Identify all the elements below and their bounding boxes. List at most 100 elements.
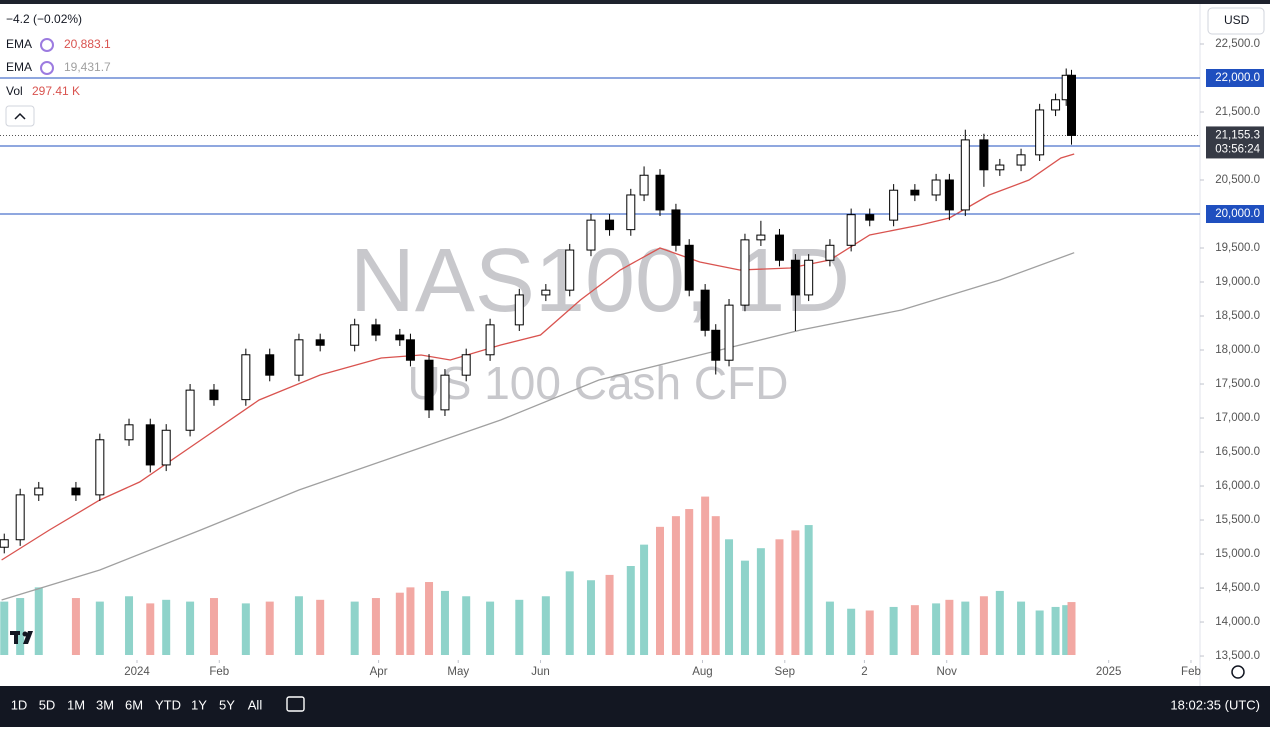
y-tick-label: 16,500.0 (1215, 446, 1260, 458)
volume-bar (462, 596, 471, 655)
price-line-label: 20,000.0 (1215, 208, 1260, 220)
candle-body (440, 374, 450, 411)
candle-body (1067, 74, 1077, 136)
legend-ema-1-value: 20,883.1 (64, 37, 111, 51)
candle-body (774, 234, 784, 261)
legend-icon[interactable] (40, 38, 54, 52)
candle-body (34, 487, 44, 496)
range-button[interactable]: 3M (96, 697, 114, 712)
volume-bar (371, 598, 380, 655)
y-tick-label: 14,500.0 (1215, 582, 1260, 594)
volume-bar (241, 603, 250, 655)
volume-bar (847, 608, 856, 655)
volume-bar (1067, 602, 1076, 655)
ema-line (1, 153, 1075, 561)
candle-body (0, 539, 9, 548)
currency-button[interactable] (1207, 7, 1265, 35)
y-tick-label: 22,500.0 (1215, 38, 1260, 50)
volume-bar (910, 605, 919, 655)
range-button[interactable]: 1Y (191, 697, 207, 712)
y-tick-label: 19,000.0 (1215, 276, 1260, 288)
range-button[interactable]: All (248, 697, 263, 712)
last-price-box (1206, 126, 1264, 159)
range-button[interactable]: 5D (39, 697, 56, 712)
volume-bar (979, 596, 988, 655)
candle-body (910, 189, 920, 196)
x-tick-label: 2 (861, 666, 867, 678)
candle-body (655, 174, 665, 211)
candle-body (541, 289, 551, 296)
volume-bar (825, 601, 834, 655)
volume-bar (265, 601, 274, 655)
collapse-icon (14, 112, 26, 120)
volume-bar (294, 596, 303, 655)
candle-body (241, 354, 251, 401)
candle-body (461, 354, 471, 376)
volume-bar (945, 599, 954, 655)
volume-bar (932, 603, 941, 655)
x-tick-label: Apr (370, 666, 388, 678)
volume-bar (146, 603, 155, 655)
volume-bar (162, 599, 171, 655)
candle-body (846, 214, 856, 246)
x-tick-label: 2025 (1096, 666, 1122, 678)
candle-body (865, 214, 875, 221)
watermark-subtitle: US 100 Cash CFD (408, 357, 789, 409)
range-button[interactable]: YTD (155, 697, 181, 712)
logo-part (14, 631, 18, 644)
x-tick-label: Jun (531, 666, 550, 678)
range-button[interactable]: 1M (67, 697, 85, 712)
volume-bar (605, 574, 614, 655)
candle-body (724, 304, 734, 361)
volume-bar (440, 590, 449, 655)
candle-body (350, 324, 360, 346)
legend-ema-2-name: EMA (6, 60, 32, 74)
volume-layer (0, 496, 1076, 655)
price-line-box (1206, 205, 1264, 224)
range-button[interactable]: 6M (125, 697, 143, 712)
volume-bar (671, 516, 680, 655)
legend-ema-1-name: EMA (6, 37, 32, 51)
candle-body (294, 339, 304, 376)
ema-line (1, 252, 1075, 601)
volume-bar (640, 544, 649, 655)
candle-body (944, 179, 954, 211)
collapse-button[interactable] (5, 105, 35, 127)
candle-body (889, 189, 899, 221)
clock: 18:02:35 (UTC) (1170, 697, 1260, 712)
y-tick-label: 14,000.0 (1215, 616, 1260, 628)
volume-bar (701, 496, 710, 655)
candle-body (424, 359, 434, 411)
x-tick-label: Sep (775, 666, 795, 678)
candle-body (960, 139, 970, 211)
countdown: 03:56:24 (1215, 143, 1260, 155)
line-layer (0, 77, 1200, 601)
y-tick-label: 15,500.0 (1215, 514, 1260, 526)
legend-ema-2-value: 19,431.7 (64, 60, 111, 74)
candle-body (185, 389, 195, 431)
candle-body (711, 329, 721, 361)
volume-bar (685, 509, 694, 655)
volume-bar (34, 587, 43, 655)
x-tick-label: May (447, 666, 469, 678)
currency: USD (1224, 13, 1250, 27)
volume-bar (1062, 605, 1071, 655)
candle-body (395, 334, 405, 341)
volume-bar (961, 601, 970, 655)
volume-bar (725, 539, 734, 655)
candle-layer (0, 68, 1077, 554)
range-button[interactable]: 5Y (219, 697, 235, 712)
volume-bar (889, 606, 898, 655)
y-tick-label: 17,000.0 (1215, 412, 1260, 424)
legend-icon[interactable] (40, 61, 54, 75)
volume-bar (541, 596, 550, 655)
volume-bar (395, 592, 404, 655)
range-button[interactable]: 1D (11, 697, 28, 712)
candle-body (124, 424, 134, 441)
volume-bar (209, 598, 218, 655)
settings-icon[interactable] (1231, 665, 1245, 679)
date-range-icon[interactable] (286, 696, 305, 712)
legend-vol-value: 297.41 K (32, 84, 80, 98)
candle-body (95, 439, 105, 496)
